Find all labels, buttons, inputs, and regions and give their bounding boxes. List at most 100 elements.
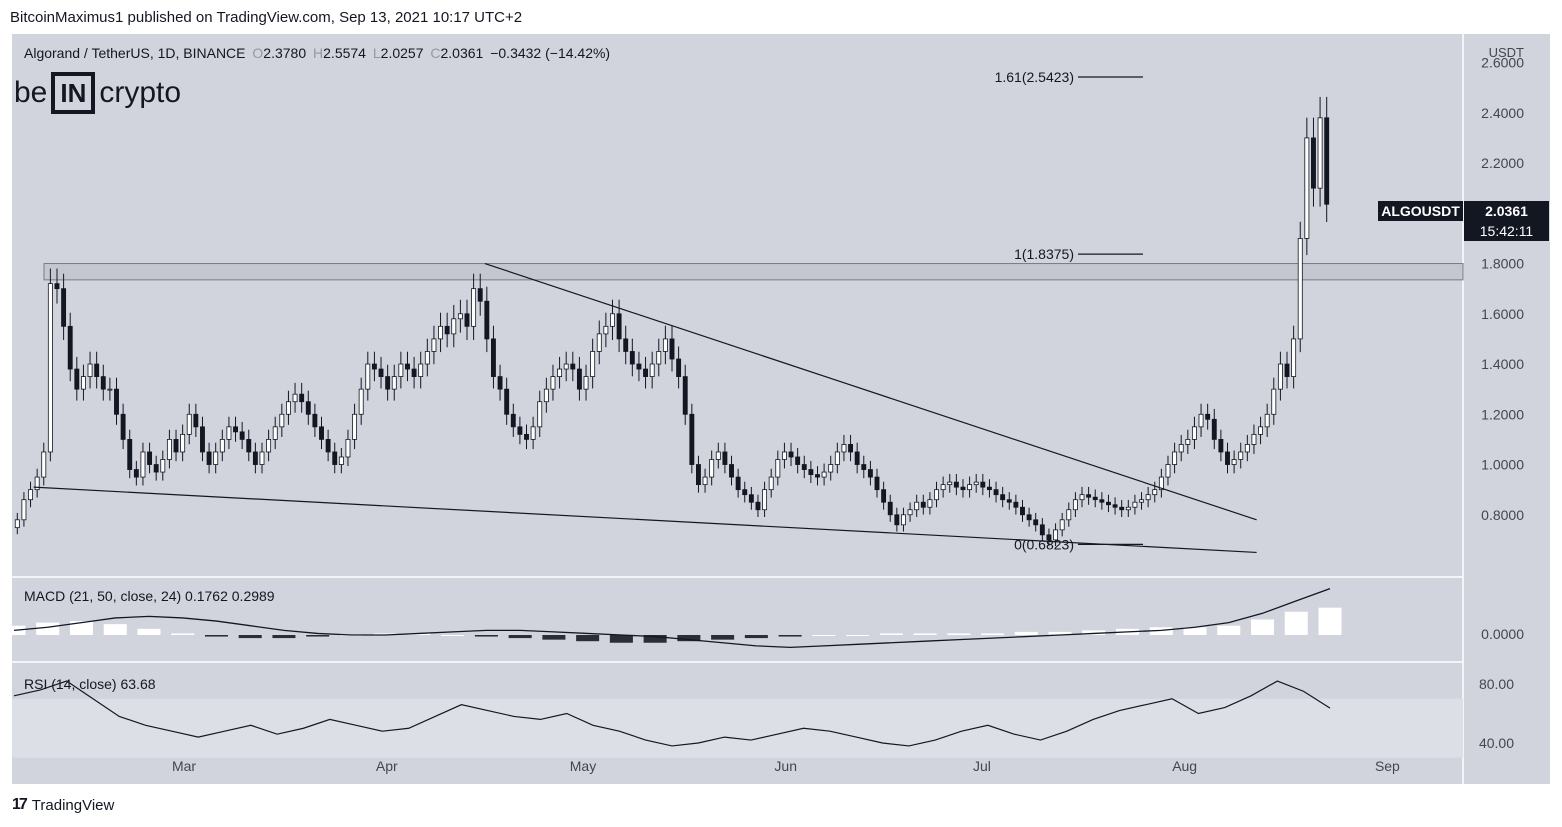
candle-up <box>715 451 721 460</box>
candle <box>1251 424 1257 454</box>
candle-down <box>576 368 582 390</box>
price-tick-label: 1.0000 <box>1481 457 1524 473</box>
candle-up <box>947 481 953 486</box>
candle <box>371 351 377 382</box>
candle <box>543 377 549 413</box>
candle <box>14 512 20 535</box>
candle <box>266 429 272 462</box>
candle-down <box>1006 499 1012 503</box>
candle <box>41 442 47 486</box>
candle-up <box>1185 439 1191 445</box>
candle <box>259 442 265 474</box>
candle-down <box>682 376 688 415</box>
candle-down <box>1000 494 1006 501</box>
candle <box>378 356 384 389</box>
candle <box>457 299 463 333</box>
candle <box>722 442 728 474</box>
candle <box>490 325 496 389</box>
candle <box>332 442 338 474</box>
candle <box>431 325 437 365</box>
candle-down <box>755 501 761 511</box>
macd-histogram-bar <box>441 635 465 636</box>
candle <box>993 481 999 503</box>
candle <box>669 325 675 372</box>
trendlines-layer <box>33 262 1257 554</box>
candle <box>120 403 126 450</box>
time-tick-label: Jun <box>774 758 797 774</box>
candle-up <box>424 351 430 365</box>
candle <box>405 351 410 382</box>
candle-up <box>662 338 668 352</box>
candle-up <box>1079 494 1085 501</box>
candle <box>133 460 139 486</box>
candle-down <box>120 413 126 440</box>
candle-down <box>795 456 801 465</box>
low-label: L <box>372 45 381 61</box>
candle <box>980 473 986 496</box>
close-value: 2.0361 <box>440 45 484 61</box>
candle <box>927 492 933 515</box>
candle-up <box>1264 413 1270 428</box>
candle-down <box>748 494 754 503</box>
candle <box>1185 429 1191 454</box>
candle <box>986 479 992 498</box>
macd-histogram-bar <box>373 633 397 635</box>
macd-histogram-bar <box>947 633 971 635</box>
candle-up <box>1158 476 1164 491</box>
candle-up <box>557 368 563 377</box>
candle <box>206 442 212 474</box>
candle <box>246 429 252 462</box>
macd-histogram-bar <box>36 622 60 635</box>
candle-up <box>338 456 344 465</box>
candle <box>74 356 80 401</box>
candle-up <box>1277 363 1283 390</box>
candle-up <box>1238 451 1244 460</box>
candle <box>643 356 648 389</box>
ticker-label: ALGOUSDT <box>1378 201 1463 221</box>
candle-down <box>67 325 73 370</box>
candle <box>1211 408 1217 450</box>
candle-down <box>233 426 238 433</box>
candle-down <box>1311 137 1316 189</box>
candle <box>1225 442 1230 474</box>
candle <box>828 455 834 481</box>
candle-up <box>87 363 93 377</box>
candle <box>61 273 67 340</box>
candle-up <box>907 509 913 516</box>
candle <box>1092 489 1098 508</box>
candle <box>1066 502 1072 527</box>
candle <box>1119 499 1125 517</box>
candle <box>1039 518 1045 542</box>
candle-down <box>325 439 331 453</box>
candle <box>748 486 754 510</box>
candle-down <box>1112 504 1118 508</box>
candle-up <box>279 413 285 428</box>
candle-up <box>1145 494 1151 501</box>
candle <box>735 468 741 498</box>
macd-histogram-bar <box>204 635 228 637</box>
candle <box>186 403 192 445</box>
macd-histogram-bar <box>508 635 532 639</box>
macd-histogram-bar <box>474 635 498 637</box>
candle-up <box>1198 413 1204 428</box>
rsi-band <box>12 698 1463 758</box>
candle <box>795 447 801 474</box>
candle <box>689 403 695 474</box>
candle-down <box>1284 363 1290 377</box>
candle-up <box>358 388 364 415</box>
footer[interactable]: 17 TradingView <box>12 796 114 814</box>
candle-up <box>537 401 543 428</box>
candle <box>1277 351 1283 401</box>
candle <box>1311 117 1316 207</box>
candle <box>233 416 238 442</box>
candle-down <box>1205 413 1211 420</box>
macd-histogram-bar <box>609 635 633 643</box>
fib-label: 0(0.6823) <box>1014 536 1074 552</box>
candle <box>338 447 344 474</box>
candle <box>451 304 457 348</box>
candle <box>590 338 596 389</box>
candle <box>1013 494 1019 515</box>
candle-up <box>1059 519 1065 531</box>
candle-up <box>841 444 847 453</box>
